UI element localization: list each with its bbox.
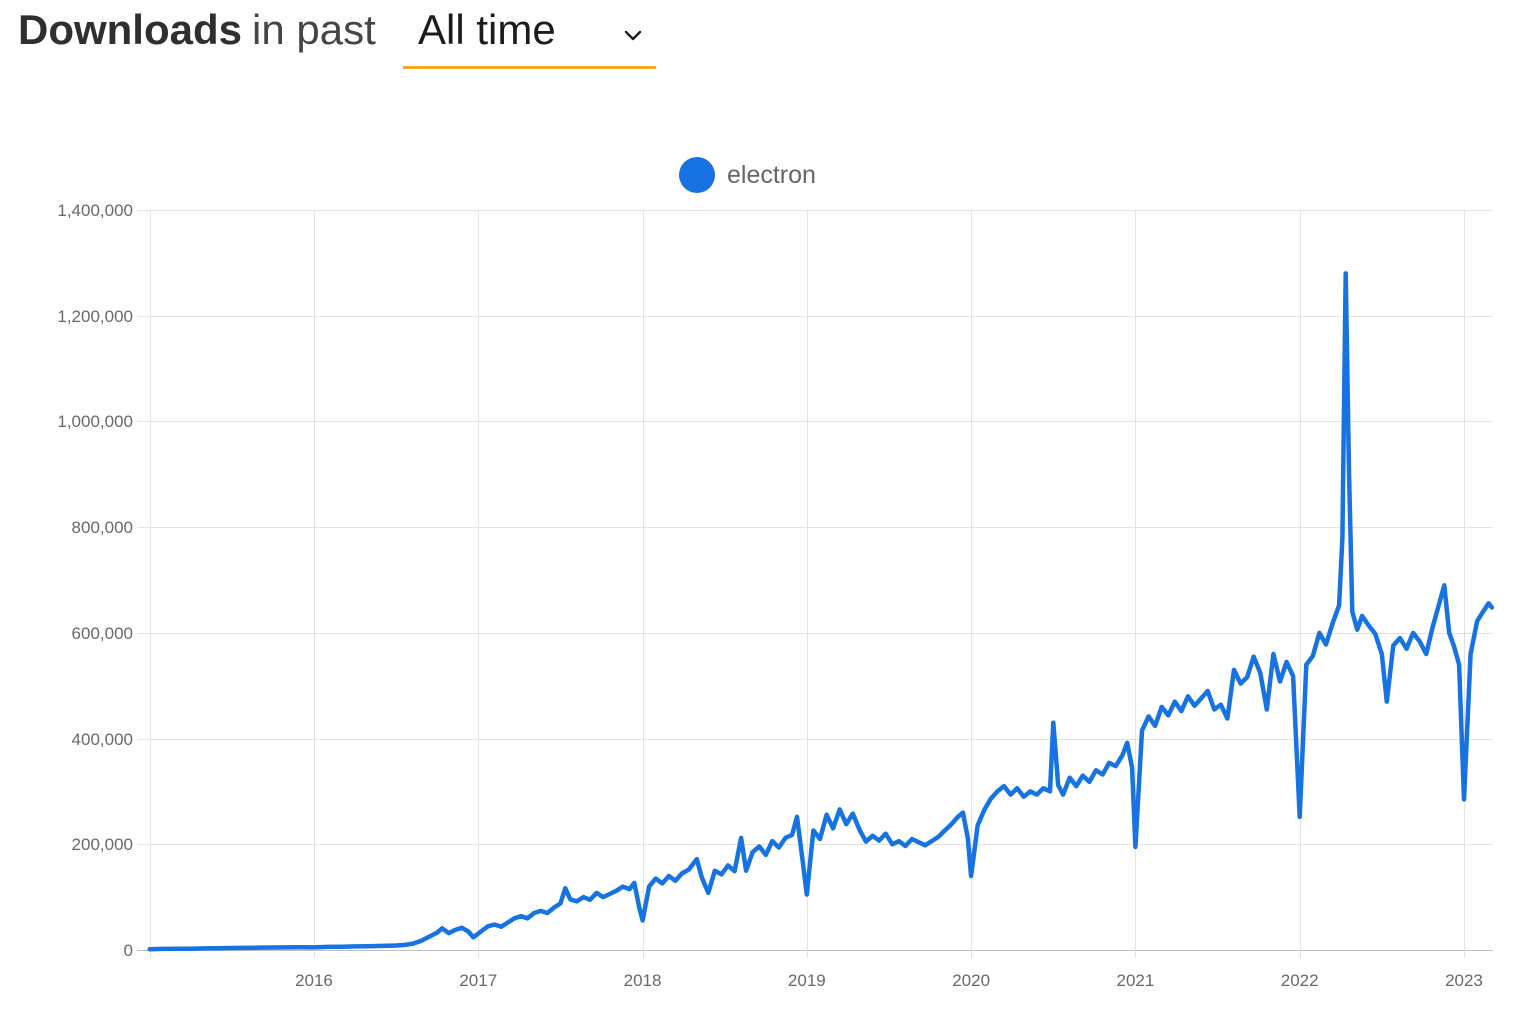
y-axis-tick-label: 200,000 — [71, 835, 133, 855]
x-axis-tick-label: 2019 — [787, 971, 826, 990]
page-header: Downloads in past — [18, 6, 376, 72]
y-axis-tick-label: 800,000 — [71, 518, 133, 538]
x-gridline — [313, 210, 315, 958]
y-gridline — [137, 738, 1493, 740]
x-gridline — [642, 210, 644, 958]
y-axis-tick-label: 0 — [123, 941, 133, 960]
y-axis-tick-label: 1,000,000 — [57, 412, 133, 432]
y-gridline — [137, 632, 1493, 634]
y-axis-tick-label: 1,400,000 — [57, 201, 133, 220]
x-axis-tick-label: 2017 — [459, 971, 498, 990]
x-gridline — [1299, 210, 1301, 958]
y-axis-tick-label: 1,200,000 — [57, 306, 133, 326]
y-gridline — [137, 315, 1493, 317]
y-gridline — [137, 950, 1493, 951]
x-axis-tick-label: 2020 — [952, 971, 991, 990]
page-title: Downloads — [18, 6, 243, 53]
y-gridline — [137, 421, 1493, 423]
x-gridline — [971, 210, 973, 958]
y-axis-tick-label: 400,000 — [71, 729, 133, 749]
x-gridline — [1135, 210, 1137, 958]
time-range-dropdown[interactable]: All time — [403, 4, 656, 69]
series-line-electron — [147, 271, 1495, 952]
legend-label: electron — [727, 160, 816, 189]
x-axis-tick-label: 2022 — [1280, 971, 1319, 990]
x-axis-tick-label: 2016 — [295, 971, 333, 990]
y-gridline — [137, 527, 1493, 529]
x-gridline — [1463, 210, 1465, 958]
x-axis-tick-label: 2023 — [1445, 971, 1483, 990]
legend-dot-icon — [679, 157, 715, 193]
x-axis-tick-label: 2018 — [623, 971, 662, 990]
time-range-value: All time — [418, 6, 556, 53]
x-axis-tick-label: 2021 — [1116, 971, 1155, 990]
chevron-down-icon — [624, 30, 642, 41]
page-title-suffix: in past — [252, 6, 376, 53]
y-gridline — [137, 844, 1493, 846]
chart-legend-item-electron[interactable]: electron — [679, 157, 816, 195]
x-gridline — [478, 210, 480, 958]
y-axis-tick-label: 600,000 — [71, 623, 133, 643]
y-gridline — [137, 210, 1493, 211]
x-gridline — [149, 210, 151, 958]
x-gridline — [806, 210, 808, 958]
